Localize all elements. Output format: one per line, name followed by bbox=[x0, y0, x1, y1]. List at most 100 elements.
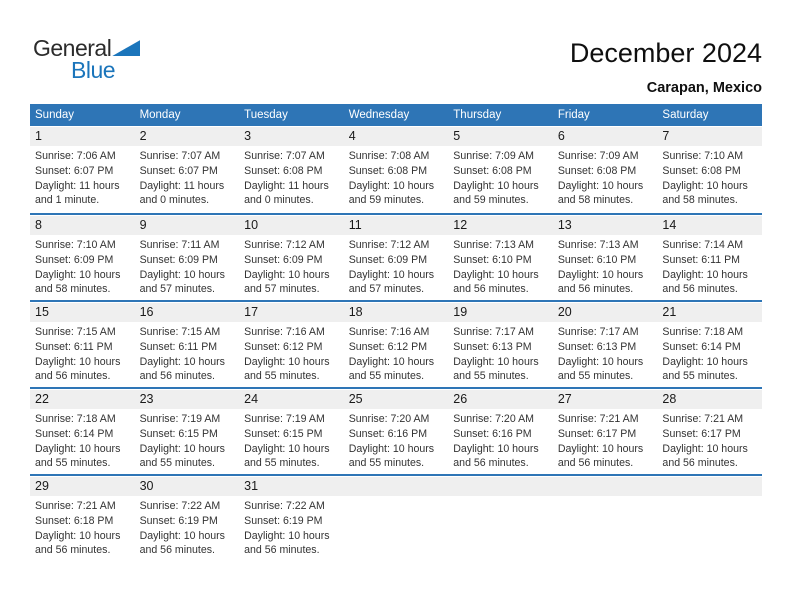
day-details: Sunrise: 7:08 AM Sunset: 6:08 PM Daylight:… bbox=[344, 146, 449, 208]
day-cell: 23 Sunrise: 7:19 AM Sunset: 6:15 PM Dayligh… bbox=[134, 389, 240, 474]
sunrise-text: Sunrise: 7:11 AM bbox=[139, 239, 220, 251]
day-cell: 2 Sunrise: 7:07 AM Sunset: 6:07 PM Daylight… bbox=[134, 126, 240, 213]
day-details: Sunrise: 7:19 AM Sunset: 6:15 PM Daylight:… bbox=[239, 409, 344, 471]
daylight-text-line1: Daylight: 10 hours bbox=[139, 355, 225, 368]
sunset-text: Sunset: 6:19 PM bbox=[244, 514, 323, 527]
daylight-text-line2: and 56 minutes. bbox=[557, 457, 634, 470]
sunset-text: Sunset: 6:14 PM bbox=[35, 427, 114, 440]
day-number: 27 bbox=[552, 390, 658, 409]
sunset-text: Sunset: 6:11 PM bbox=[35, 340, 113, 353]
logo-triangle-icon bbox=[112, 40, 141, 56]
sunset-text: Sunset: 6:08 PM bbox=[244, 164, 323, 177]
day-details: Sunrise: 7:13 AM Sunset: 6:10 PM Daylight:… bbox=[448, 235, 553, 297]
daylight-text-line1: Daylight: 11 hours bbox=[139, 179, 225, 192]
daylight-text-line2: and 55 minutes. bbox=[244, 457, 320, 470]
day-cell: 5 Sunrise: 7:09 AM Sunset: 6:08 PM Daylight… bbox=[448, 126, 553, 213]
sunrise-text: Sunrise: 7:06 AM bbox=[35, 150, 116, 162]
daylight-text-line1: Daylight: 10 hours bbox=[348, 442, 435, 455]
sunset-text: Sunset: 6:15 PM bbox=[244, 427, 323, 440]
daylight-text-line2: and 57 minutes. bbox=[139, 283, 215, 296]
sunrise-text: Sunrise: 7:20 AM bbox=[348, 413, 430, 425]
daylight-text-line1: Daylight: 10 hours bbox=[139, 442, 225, 455]
day-details: Sunrise: 7:12 AM Sunset: 6:09 PM Daylight:… bbox=[344, 235, 449, 297]
daylight-text-line1: Daylight: 10 hours bbox=[662, 355, 748, 368]
sunset-text: Sunset: 6:12 PM bbox=[348, 340, 428, 353]
week-row-3: 15 Sunrise: 7:15 AM Sunset: 6:11 PM Dayligh… bbox=[30, 300, 762, 387]
day-details: Sunrise: 7:20 AM Sunset: 6:16 PM Daylight:… bbox=[344, 409, 449, 471]
logo-text-blue: Blue bbox=[71, 57, 116, 83]
weekday-header-thursday: Thursday bbox=[453, 109, 502, 121]
day-cell: 30 Sunrise: 7:22 AM Sunset: 6:19 PM Dayligh… bbox=[134, 476, 240, 561]
day-details: Sunrise: 7:17 AM Sunset: 6:13 PM Daylight:… bbox=[553, 322, 658, 384]
day-number: 14 bbox=[657, 216, 762, 235]
day-number: 1 bbox=[30, 127, 135, 146]
day-number: 22 bbox=[30, 390, 135, 409]
day-cell: 22 Sunrise: 7:18 AM Sunset: 6:14 PM Dayligh… bbox=[30, 389, 135, 474]
sunset-text: Sunset: 6:08 PM bbox=[348, 164, 428, 177]
day-number: 7 bbox=[657, 127, 762, 146]
day-number: 12 bbox=[448, 216, 553, 235]
daylight-text-line2: and 56 minutes. bbox=[453, 457, 529, 470]
day-cell: 31 Sunrise: 7:22 AM Sunset: 6:19 PM Dayligh… bbox=[239, 476, 344, 561]
sunset-text: Sunset: 6:17 PM bbox=[557, 427, 637, 440]
week-row-5: 29 Sunrise: 7:21 AM Sunset: 6:18 PM Dayligh… bbox=[30, 474, 762, 561]
sunset-text: Sunset: 6:12 PM bbox=[244, 340, 323, 353]
daylight-text-line1: Daylight: 10 hours bbox=[35, 442, 121, 455]
day-cell: 27 Sunrise: 7:21 AM Sunset: 6:17 PM Dayligh… bbox=[552, 389, 658, 474]
weekday-header-friday: Friday bbox=[557, 109, 590, 121]
day-cell: 19 Sunrise: 7:17 AM Sunset: 6:13 PM Dayligh… bbox=[448, 302, 553, 387]
day-number: 10 bbox=[239, 216, 344, 235]
daylight-text-line1: Daylight: 10 hours bbox=[662, 442, 748, 455]
sunrise-text: Sunrise: 7:08 AM bbox=[348, 150, 430, 162]
daylight-text-line1: Daylight: 10 hours bbox=[139, 529, 225, 542]
day-details: Sunrise: 7:13 AM Sunset: 6:10 PM Daylight:… bbox=[553, 235, 658, 297]
daylight-text-line2: and 55 minutes. bbox=[453, 370, 529, 383]
daylight-text-line2: and 56 minutes. bbox=[453, 283, 529, 296]
weekday-header-saturday: Saturday bbox=[662, 109, 709, 121]
day-number: 15 bbox=[30, 303, 135, 322]
day-number: 16 bbox=[134, 303, 240, 322]
day-details: Sunrise: 7:07 AM Sunset: 6:07 PM Daylight:… bbox=[135, 146, 240, 208]
day-number: 26 bbox=[448, 390, 553, 409]
sunrise-text: Sunrise: 7:07 AM bbox=[139, 150, 221, 162]
daylight-text-line1: Daylight: 10 hours bbox=[139, 268, 225, 281]
day-number: 23 bbox=[134, 390, 240, 409]
daylight-text-line2: and 56 minutes. bbox=[244, 544, 320, 557]
daylight-text-line2: and 59 minutes. bbox=[348, 194, 425, 207]
day-cell: 25 Sunrise: 7:20 AM Sunset: 6:16 PM Dayligh… bbox=[343, 389, 449, 474]
daylight-text-line1: Daylight: 10 hours bbox=[453, 268, 539, 281]
day-cell: 20 Sunrise: 7:17 AM Sunset: 6:13 PM Dayligh… bbox=[552, 302, 658, 387]
sunrise-text: Sunrise: 7:21 AM bbox=[557, 413, 639, 425]
day-number: 24 bbox=[239, 390, 344, 409]
daylight-text-line2: and 55 minutes. bbox=[662, 370, 738, 383]
sunset-text: Sunset: 6:19 PM bbox=[139, 514, 218, 527]
sunrise-text: Sunrise: 7:20 AM bbox=[453, 413, 534, 425]
sunset-text: Sunset: 6:10 PM bbox=[453, 253, 532, 266]
day-cell: 16 Sunrise: 7:15 AM Sunset: 6:11 PM Dayligh… bbox=[134, 302, 240, 387]
sunset-text: Sunset: 6:09 PM bbox=[35, 253, 114, 266]
day-details: Sunrise: 7:15 AM Sunset: 6:11 PM Daylight:… bbox=[30, 322, 135, 384]
day-number: 28 bbox=[657, 390, 762, 409]
sunset-text: Sunset: 6:09 PM bbox=[139, 253, 218, 266]
day-cell: 26 Sunrise: 7:20 AM Sunset: 6:16 PM Dayligh… bbox=[448, 389, 553, 474]
day-cell: 21 Sunrise: 7:18 AM Sunset: 6:14 PM Dayligh… bbox=[657, 302, 762, 387]
empty-day-cell bbox=[657, 476, 762, 561]
empty-day-band bbox=[552, 477, 658, 496]
sunset-text: Sunset: 6:14 PM bbox=[662, 340, 741, 353]
daylight-text-line1: Daylight: 10 hours bbox=[35, 355, 121, 368]
daylight-text-line2: and 55 minutes. bbox=[348, 370, 425, 383]
week-row-4: 22 Sunrise: 7:18 AM Sunset: 6:14 PM Dayligh… bbox=[30, 387, 762, 474]
sunrise-text: Sunrise: 7:22 AM bbox=[244, 500, 325, 512]
sunrise-text: Sunrise: 7:14 AM bbox=[662, 239, 744, 251]
day-details: Sunrise: 7:09 AM Sunset: 6:08 PM Daylight:… bbox=[553, 146, 658, 208]
sunrise-text: Sunrise: 7:18 AM bbox=[35, 413, 116, 425]
daylight-text-line2: and 56 minutes. bbox=[662, 457, 738, 470]
day-number: 30 bbox=[134, 477, 240, 496]
daylight-text-line1: Daylight: 10 hours bbox=[35, 529, 121, 542]
sunrise-text: Sunrise: 7:16 AM bbox=[348, 326, 430, 338]
empty-day-band bbox=[343, 477, 449, 496]
sunset-text: Sunset: 6:13 PM bbox=[557, 340, 637, 353]
daylight-text-line1: Daylight: 10 hours bbox=[557, 268, 644, 281]
day-number: 18 bbox=[343, 303, 449, 322]
daylight-text-line1: Daylight: 10 hours bbox=[662, 179, 748, 192]
